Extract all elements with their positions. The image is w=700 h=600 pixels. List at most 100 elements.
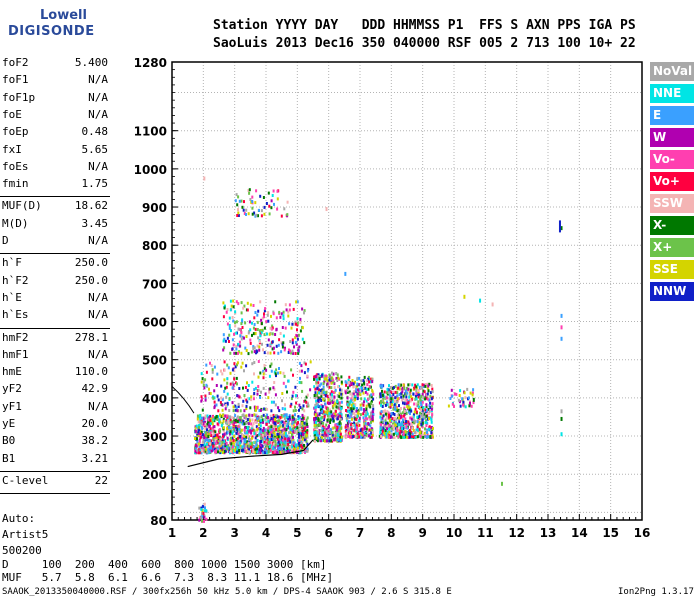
data-point [467,396,470,400]
data-point [364,413,367,417]
data-point [404,430,407,434]
data-point [233,362,236,366]
data-point [388,384,390,388]
data-point [405,386,408,390]
data-point [251,380,254,384]
data-point [261,444,264,448]
data-point [388,403,391,407]
data-point [391,422,394,426]
data-point [199,420,202,424]
data-point [411,383,414,387]
data-point [257,448,260,451]
data-point [391,397,394,401]
data-point [337,412,340,416]
data-point [201,512,203,515]
param-value: 5.400 [74,56,108,69]
data-point [304,430,307,434]
data-point [245,407,248,411]
data-point [214,438,217,442]
data-point [199,418,202,422]
data-point [417,418,419,422]
data-point [271,332,274,336]
data-point [385,435,388,439]
data-point [411,415,414,419]
data-point [266,441,269,445]
data-point [235,351,237,355]
data-point [290,351,293,355]
param-row: h`Es N/A [2,308,108,325]
data-point [297,435,300,439]
data-point [346,390,349,394]
data-point [230,329,232,333]
data-point [269,351,272,355]
data-point [196,448,199,452]
data-point [297,415,300,419]
data-point [420,394,423,398]
data-point [203,519,205,523]
data-point [303,361,306,365]
data-point [303,429,306,433]
y-tick-label: 200 [142,468,167,482]
data-point [386,424,389,428]
data-point [362,386,365,390]
param-name: fxI [2,142,22,156]
data-point [359,413,362,417]
data-point [429,406,432,410]
data-point [222,333,225,337]
data-point [263,312,265,316]
data-point [429,416,432,420]
data-point [259,424,262,428]
data-point [283,424,286,428]
data-point [216,422,219,426]
data-point [351,417,353,421]
data-point [291,341,294,345]
data-point [324,402,327,406]
data-point [231,416,233,420]
data-point [266,407,269,411]
data-point [421,392,424,396]
data-point [253,445,255,449]
data-point [262,451,265,455]
data-point [301,430,304,434]
data-point [253,388,256,392]
data-point [471,391,474,395]
data-point [422,389,425,393]
data-point [398,393,401,396]
data-point [560,325,563,330]
data-point [269,418,272,422]
data-point [223,368,226,372]
data-point [215,448,218,452]
data-point [261,418,264,422]
data-point [262,413,265,417]
data-point [280,440,283,444]
data-point [230,420,233,424]
data-point [236,409,239,413]
data-point [325,423,328,427]
data-point [381,399,384,403]
data-point [407,420,410,424]
data-point [348,390,351,394]
data-point [309,388,312,392]
data-point [428,425,431,429]
data-point [314,430,317,434]
data-point [209,427,212,431]
data-point [241,436,244,440]
data-point [237,441,240,445]
data-point [319,429,322,432]
data-point [356,414,358,418]
data-point [409,406,412,410]
data-point [339,414,342,418]
data-point [194,429,197,433]
data-point [353,398,356,402]
data-point [296,328,298,332]
data-point [305,439,308,443]
data-point [344,389,347,393]
data-point [350,397,353,401]
data-point [396,434,398,438]
data-point [251,321,253,325]
data-point [299,317,302,321]
param-name: h`F [2,256,22,270]
data-point [391,400,394,404]
data-point [315,421,317,424]
data-point [417,389,420,392]
